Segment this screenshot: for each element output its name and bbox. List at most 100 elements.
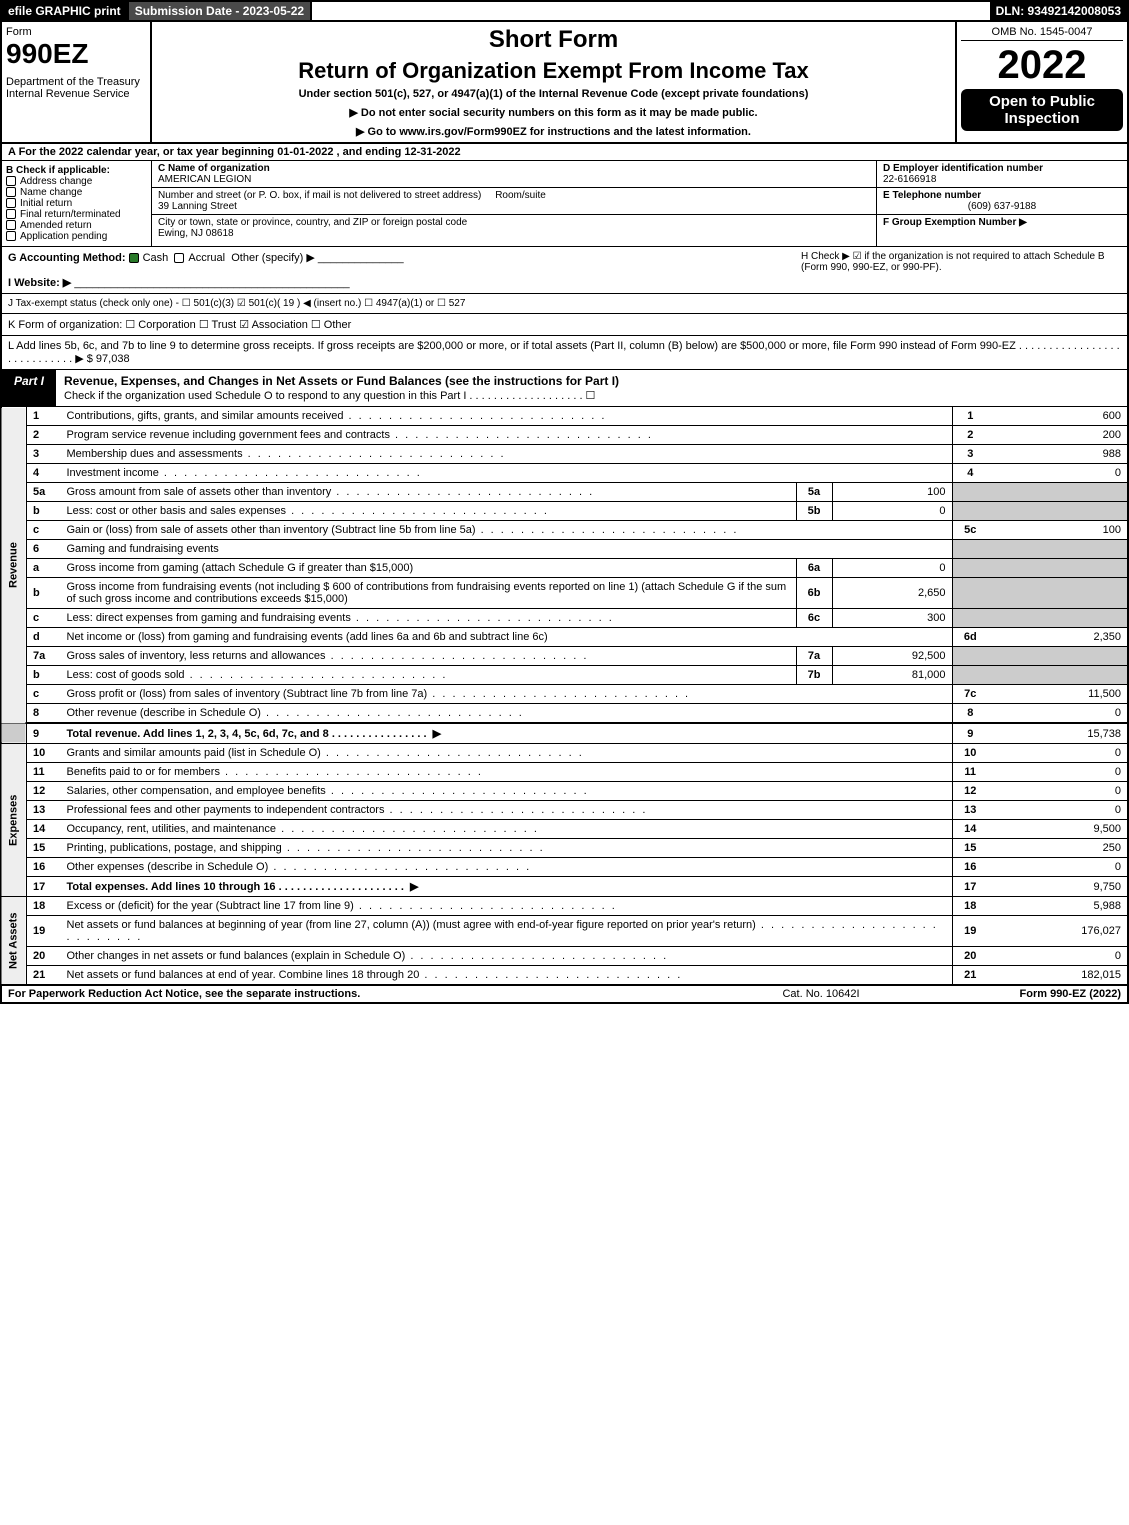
line-ref: 1	[952, 407, 988, 426]
part1-title-text: Revenue, Expenses, and Changes in Net As…	[64, 374, 619, 388]
row-h: H Check ▶ ☑ if the organization is not r…	[801, 251, 1121, 289]
form-title: Return of Organization Exempt From Incom…	[160, 58, 947, 84]
line-num: 19	[27, 916, 61, 947]
table-row: Revenue 1 Contributions, gifts, grants, …	[1, 407, 1128, 426]
line-desc: Other revenue (describe in Schedule O)	[61, 704, 953, 724]
tax-year: 2022	[961, 45, 1123, 85]
sub-val: 100	[832, 483, 952, 502]
line-desc: Investment income	[61, 464, 953, 483]
accrual-label: Accrual	[188, 252, 225, 264]
chk-label: Initial return	[20, 198, 72, 209]
chk-initial[interactable]: Initial return	[6, 198, 147, 209]
page-footer: For Paperwork Reduction Act Notice, see …	[0, 985, 1129, 1004]
chk-label: Address change	[20, 176, 92, 187]
form-label: Form	[6, 26, 146, 38]
sub-val: 81,000	[832, 666, 952, 685]
sub-val: 2,650	[832, 578, 952, 609]
line-val: 9,750	[988, 877, 1128, 897]
row-l: L Add lines 5b, 6c, and 7b to line 9 to …	[0, 336, 1129, 370]
chk-amended[interactable]: Amended return	[6, 220, 147, 231]
sub-num: 6b	[796, 578, 832, 609]
table-row: 7aGross sales of inventory, less returns…	[1, 647, 1128, 666]
table-row: 12Salaries, other compensation, and empl…	[1, 782, 1128, 801]
table-row: 5aGross amount from sale of assets other…	[1, 483, 1128, 502]
side-revenue: Revenue	[1, 407, 27, 723]
row-gh: G Accounting Method: Cash Accrual Other …	[0, 247, 1129, 294]
dln-label: DLN: 93492142008053	[990, 2, 1127, 20]
chk-label: Amended return	[20, 220, 92, 231]
line-ref: 12	[952, 782, 988, 801]
line-num: b	[27, 502, 61, 521]
line-desc: Gross income from fundraising events (no…	[61, 578, 797, 609]
line-ref: 7c	[952, 685, 988, 704]
line-ref: 8	[952, 704, 988, 724]
line-val: 0	[988, 744, 1128, 763]
line-num: b	[27, 578, 61, 609]
sub-num: 6a	[796, 559, 832, 578]
line-num: 17	[27, 877, 61, 897]
line-val: 15,738	[988, 723, 1128, 744]
line-num: a	[27, 559, 61, 578]
chk-cash[interactable]	[129, 253, 139, 263]
link-note: ▶ Go to www.irs.gov/Form990EZ for instru…	[160, 125, 947, 138]
grey-cell	[988, 540, 1128, 559]
line-num: c	[27, 609, 61, 628]
line-desc: Gross sales of inventory, less returns a…	[61, 647, 797, 666]
row-i: I Website: ▶	[8, 277, 71, 289]
line-ref: 15	[952, 839, 988, 858]
line-desc: Excess or (deficit) for the year (Subtra…	[61, 897, 953, 916]
line-ref: 3	[952, 445, 988, 464]
side-blank	[1, 723, 27, 744]
form-header: Form 990EZ Department of the Treasury In…	[0, 22, 1129, 144]
efile-label[interactable]: efile GRAPHIC print	[2, 2, 129, 20]
line-num: 1	[27, 407, 61, 426]
grey-cell	[952, 609, 988, 628]
spacer	[312, 2, 989, 20]
table-row: 13Professional fees and other payments t…	[1, 801, 1128, 820]
header-right: OMB No. 1545-0047 2022 Open to Public In…	[957, 22, 1127, 142]
line-val: 0	[988, 947, 1128, 966]
header-center: Short Form Return of Organization Exempt…	[152, 22, 957, 142]
ein-label: D Employer identification number	[883, 163, 1043, 174]
grey-cell	[952, 666, 988, 685]
grey-cell	[952, 578, 988, 609]
line-num: d	[27, 628, 61, 647]
line-num: 16	[27, 858, 61, 877]
line-num: 7a	[27, 647, 61, 666]
chk-name[interactable]: Name change	[6, 187, 147, 198]
grey-cell	[988, 609, 1128, 628]
chk-label: Name change	[20, 187, 82, 198]
line-val: 0	[988, 782, 1128, 801]
line-val: 600	[988, 407, 1128, 426]
line-ref: 2	[952, 426, 988, 445]
side-netassets: Net Assets	[1, 897, 27, 985]
top-bar: efile GRAPHIC print Submission Date - 20…	[0, 0, 1129, 22]
line-desc: Other changes in net assets or fund bala…	[61, 947, 953, 966]
line-desc: Membership dues and assessments	[61, 445, 953, 464]
line-ref: 9	[952, 723, 988, 744]
sub-val: 0	[832, 502, 952, 521]
line-ref: 11	[952, 763, 988, 782]
chk-address[interactable]: Address change	[6, 176, 147, 187]
table-row: 11Benefits paid to or for members110	[1, 763, 1128, 782]
line-val: 2,350	[988, 628, 1128, 647]
line-val: 988	[988, 445, 1128, 464]
chk-accrual[interactable]	[174, 253, 184, 263]
line-desc: Total expenses. Add lines 10 through 16 …	[61, 877, 953, 897]
chk-label: Application pending	[20, 231, 107, 242]
chk-pending[interactable]: Application pending	[6, 231, 147, 242]
grey-cell	[988, 559, 1128, 578]
name-label: C Name of organization	[158, 163, 270, 174]
identity-grid: B Check if applicable: Address change Na…	[0, 161, 1129, 247]
footer-left: For Paperwork Reduction Act Notice, see …	[8, 988, 721, 1000]
omb-number: OMB No. 1545-0047	[961, 26, 1123, 41]
header-left: Form 990EZ Department of the Treasury In…	[2, 22, 152, 142]
line-desc: Less: cost or other basis and sales expe…	[61, 502, 797, 521]
line-desc: Net assets or fund balances at beginning…	[61, 916, 953, 947]
ssn-note: ▶ Do not enter social security numbers o…	[160, 106, 947, 119]
chk-final[interactable]: Final return/terminated	[6, 209, 147, 220]
sub-num: 5a	[796, 483, 832, 502]
line-val: 100	[988, 521, 1128, 540]
room-label: Room/suite	[495, 190, 546, 201]
sub-num: 7a	[796, 647, 832, 666]
